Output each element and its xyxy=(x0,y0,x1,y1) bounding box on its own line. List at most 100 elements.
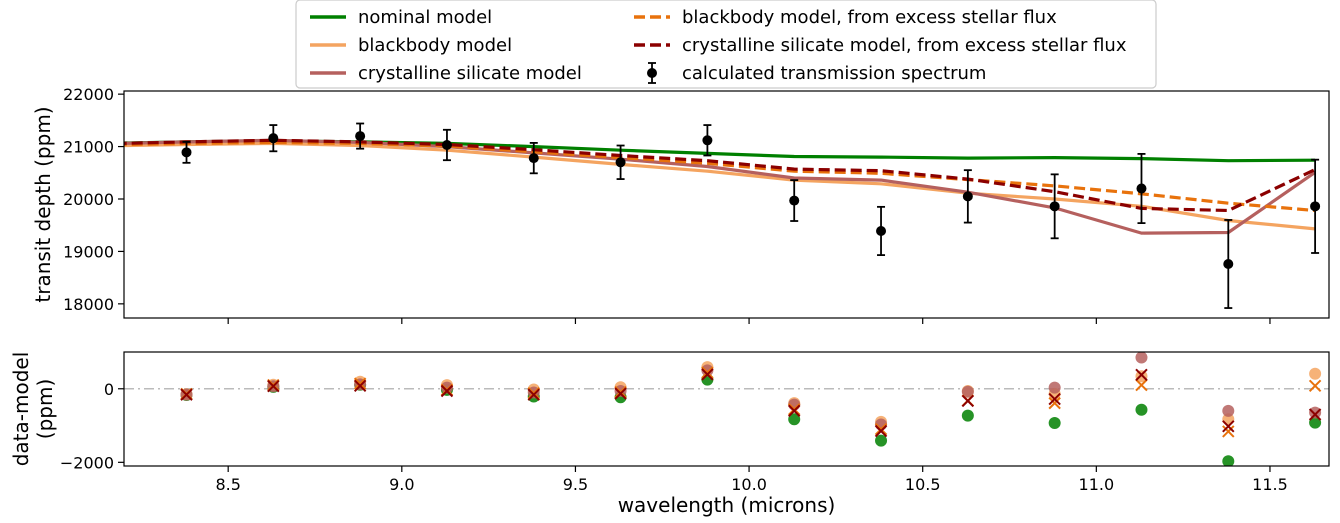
residual-series-nominal-model xyxy=(180,373,1322,466)
top-y-axis-label: transit depth (ppm) xyxy=(31,106,55,302)
data-point xyxy=(181,140,192,164)
residual-point xyxy=(1048,381,1061,394)
bottom-y-axis-label: data-model(ppm) xyxy=(9,352,57,467)
data-marker xyxy=(355,131,366,142)
data-marker xyxy=(962,191,973,202)
data-marker xyxy=(1223,259,1234,270)
residual-point xyxy=(1135,370,1148,383)
residual-point xyxy=(353,379,367,393)
residual-point xyxy=(1222,425,1235,438)
legend-label: crystalline silicate model, from excess … xyxy=(682,35,1127,56)
data-point xyxy=(876,205,887,256)
residual-series-blackbody-model xyxy=(180,361,1322,428)
top-panel: 18000 19000 20000 21000 22000 transit depth … xyxy=(31,85,1330,324)
legend: nominal model blackbody model crystalline … xyxy=(295,0,1157,89)
legend-label: crystalline silicate model xyxy=(358,63,582,84)
data-point xyxy=(702,124,713,157)
residual-point xyxy=(788,413,801,426)
residual-series-crystalline-silicate-model-from-excess-stellar-flux xyxy=(180,368,1322,438)
residual-point xyxy=(1309,367,1322,380)
legend-entry-nominal-model: nominal model xyxy=(310,7,492,28)
y-tick-label: 0 xyxy=(104,380,114,399)
residual-point xyxy=(527,388,540,401)
data-point xyxy=(1136,153,1147,225)
y-tick-label: 19000 xyxy=(63,242,114,261)
legend-label: nominal model xyxy=(358,7,492,28)
legend-entry-crystalline-silicate-model: crystalline silicate model xyxy=(310,63,582,84)
legend-label: blackbody model xyxy=(358,35,512,56)
residual-point xyxy=(1135,352,1148,364)
y-tick-label: 20000 xyxy=(63,190,114,209)
data-marker xyxy=(181,147,192,158)
data-point xyxy=(268,124,279,153)
residual-point xyxy=(961,409,974,422)
legend-label: blackbody model, from excess stellar flu… xyxy=(682,7,1057,28)
residual-series-blackbody-model-from-excess-stellar-flux xyxy=(180,366,1322,438)
residual-point xyxy=(180,388,193,401)
y-tick-label: 21000 xyxy=(63,138,114,157)
y-tick-label: 18000 xyxy=(63,295,114,314)
data-marker xyxy=(1136,183,1147,194)
y-tick-label: −2000 xyxy=(60,453,114,472)
legend-entry-blackbody-model-from-excess-stellar-flux: blackbody model, from excess stellar flu… xyxy=(634,7,1057,28)
legend-label: calculated transmission spectrum xyxy=(682,63,986,84)
residual-point xyxy=(1309,406,1322,419)
residual-point xyxy=(1222,420,1235,433)
residual-point xyxy=(1222,455,1235,466)
data-marker xyxy=(268,133,279,144)
data-point xyxy=(1310,158,1321,254)
legend-entry-crystalline-silicate-model-from-excess-stellar-flux: crystalline silicate model, from excess … xyxy=(634,35,1127,56)
series-line-blackbody-model-from-excess-stellar-flux xyxy=(124,140,1316,213)
residual-point xyxy=(1135,368,1148,382)
residual-point xyxy=(1135,403,1148,416)
residual-point xyxy=(874,424,888,438)
data-marker xyxy=(789,195,800,206)
residual-point xyxy=(614,385,627,399)
data-marker xyxy=(1049,201,1060,212)
data-point xyxy=(615,144,626,180)
residual-point xyxy=(1048,416,1061,429)
residual-point xyxy=(1048,392,1061,406)
data-marker xyxy=(1310,201,1321,212)
residual-series-crystalline-silicate-model xyxy=(180,352,1322,431)
top-panel-frame xyxy=(123,90,1330,319)
residual-point xyxy=(701,366,714,379)
residual-point xyxy=(1309,416,1322,429)
data-point xyxy=(962,169,973,224)
residual-point xyxy=(961,385,974,398)
data-marker xyxy=(702,135,713,146)
residual-point xyxy=(614,387,627,400)
data-marker xyxy=(528,153,539,164)
x-tick-label: 11.0 xyxy=(1079,475,1115,494)
residual-point xyxy=(1222,404,1235,417)
legend-frame xyxy=(295,0,1157,89)
series-line-crystalline-silicate-model-from-excess-stellar-flux xyxy=(124,138,1316,213)
x-tick-label: 10.0 xyxy=(731,475,767,494)
data-point xyxy=(789,179,800,222)
residual-point xyxy=(527,386,540,400)
residual-point xyxy=(267,379,280,393)
x-tick-label: 8.5 xyxy=(215,475,240,494)
residual-point xyxy=(440,384,454,398)
residual-point xyxy=(440,381,453,394)
data-point xyxy=(355,122,366,150)
residual-point xyxy=(701,368,714,381)
x-tick-label: 11.5 xyxy=(1252,475,1288,494)
data-marker xyxy=(441,139,452,150)
bottom-panel: −2000 0 8.5 9.0 9.5 10.0 10.5 11.0 11.5 data-mo… xyxy=(9,351,1330,517)
residual-point xyxy=(353,377,367,390)
x-tick-label: 9.0 xyxy=(389,475,414,494)
data-point xyxy=(441,128,452,162)
residual-point xyxy=(1048,396,1061,410)
x-tick-label: 10.5 xyxy=(905,475,941,494)
residual-point xyxy=(1308,408,1322,421)
x-axis-label: wavelength (microns) xyxy=(618,493,836,517)
residual-point xyxy=(875,434,888,447)
y-tick-label: 22000 xyxy=(63,85,114,104)
residual-point xyxy=(961,394,975,408)
legend-entry-calculated-transmission-spectrum: calculated transmission spectrum xyxy=(647,62,986,84)
residual-point xyxy=(1308,379,1322,393)
data-point xyxy=(1223,219,1234,309)
data-point xyxy=(528,142,539,175)
